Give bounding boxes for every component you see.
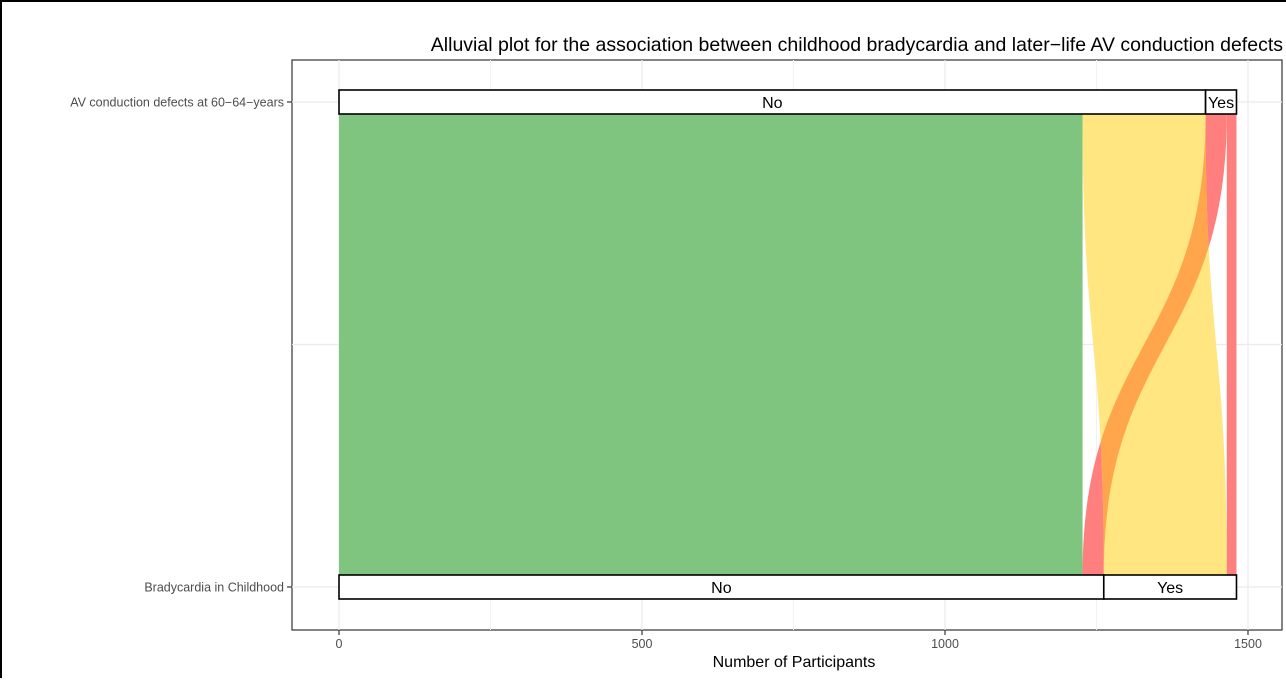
x-tick-label: 1000 (931, 637, 959, 651)
av-defects-stratum-label-yes: Yes (1208, 95, 1234, 112)
x-tick-label: 500 (632, 637, 653, 651)
chart-title: Alluvial plot for the association betwee… (431, 34, 1283, 56)
y-tick-label-bradycardia: Bradycardia in Childhood (144, 581, 284, 595)
childhood-stratum-label-no: No (711, 580, 732, 597)
av-defects-stratum-yes (1204, 89, 1238, 115)
childhood-stratum-yes (1102, 574, 1238, 600)
x-tick-label: 1500 (1234, 637, 1262, 651)
childhood-stratum-label-yes: Yes (1157, 580, 1183, 597)
flow-no-to-no (339, 114, 1083, 575)
y-tick-label-av-defects: AV conduction defects at 60−64−years (70, 96, 284, 110)
strata-layer: No Yes No Yes (338, 89, 1238, 600)
av-defects-stratum-label-no: No (762, 95, 783, 112)
x-axis-label: Number of Participants (713, 654, 876, 671)
flow-yes-to-yes (1226, 114, 1237, 575)
flow-layer (339, 114, 1237, 575)
x-tick-label: 0 (336, 637, 343, 651)
axis-layer: AV conduction defects at 60−64−years Brad… (70, 96, 1262, 652)
